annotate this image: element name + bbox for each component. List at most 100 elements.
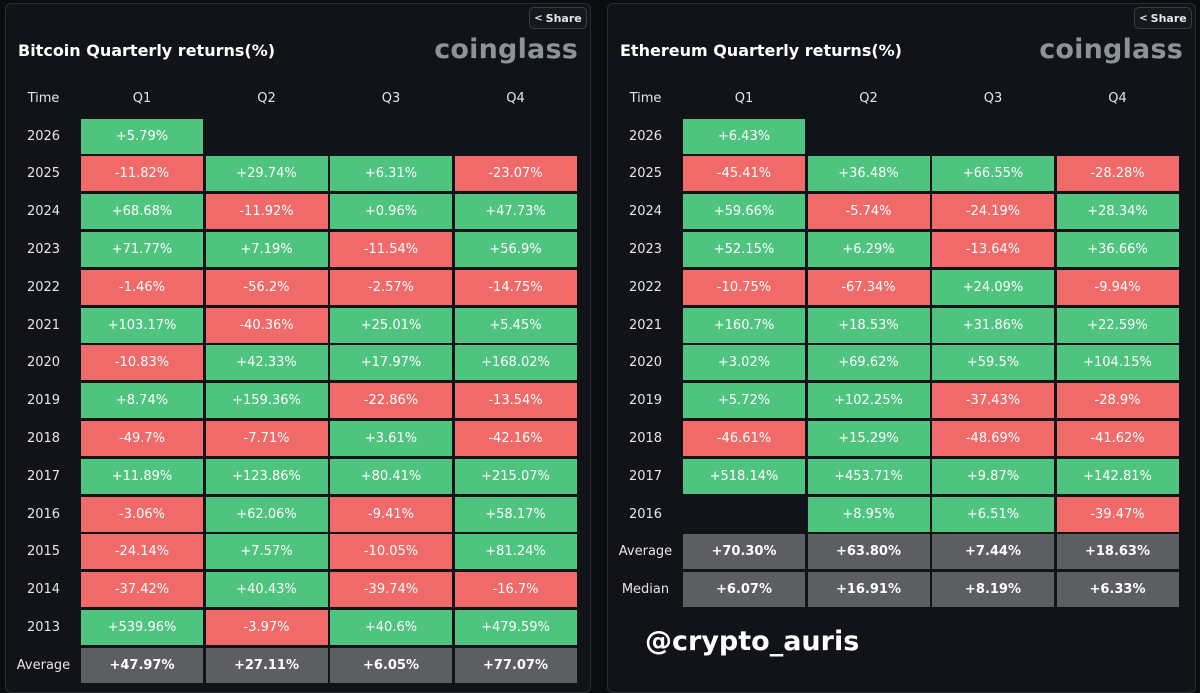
row-label: 2013 — [26, 619, 61, 635]
return-cell — [808, 119, 930, 154]
return-cell: +27.11% — [205, 647, 328, 683]
return-cell: -16.7% — [454, 572, 577, 608]
return-cell: +28.34% — [1056, 194, 1179, 230]
return-cell: -10.83% — [81, 345, 203, 381]
row-label: 2017 — [26, 468, 61, 484]
column-header-q4: Q4 — [1108, 91, 1127, 106]
return-cell: +7.19% — [205, 231, 328, 267]
return-cell — [683, 497, 805, 532]
return-cell: +5.72% — [683, 383, 805, 419]
return-cell: -13.64% — [932, 231, 1054, 267]
return-cell: +80.41% — [330, 458, 452, 494]
column-header-time: Time — [629, 91, 662, 106]
return-cell: -22.86% — [330, 383, 452, 419]
return-cell: +68.68% — [81, 194, 203, 230]
return-cell: +16.91% — [807, 572, 930, 608]
return-cell: +0.96% — [330, 194, 452, 230]
return-cell: +18.53% — [807, 307, 930, 343]
row-label: 2023 — [628, 241, 663, 257]
row-label: 2025 — [628, 166, 663, 182]
return-cell: +7.44% — [932, 534, 1054, 570]
row-label: 2019 — [26, 393, 61, 409]
row-label: 2020 — [628, 355, 663, 371]
return-cell: +9.87% — [932, 458, 1054, 494]
return-cell: +123.86% — [205, 458, 328, 494]
column-header-q2: Q2 — [859, 91, 878, 106]
return-cell: +168.02% — [454, 345, 577, 381]
return-cell: -14.75% — [454, 269, 577, 305]
return-cell: +40.6% — [330, 609, 452, 645]
return-cell: -9.94% — [1056, 269, 1179, 305]
return-cell: +69.62% — [807, 345, 930, 381]
return-cell: +40.43% — [205, 572, 328, 608]
share-icon: < — [534, 12, 543, 24]
row-label: Average — [618, 544, 673, 560]
return-cell: +479.59% — [454, 609, 577, 645]
return-cell: -39.74% — [330, 572, 452, 608]
row-label: 2022 — [628, 279, 663, 295]
return-cell: +47.73% — [454, 194, 577, 230]
return-cell: +6.33% — [1056, 572, 1179, 608]
return-cell: +59.5% — [932, 345, 1054, 381]
return-cell: +36.66% — [1056, 231, 1179, 267]
return-cell: -37.43% — [932, 383, 1054, 419]
return-cell: -10.05% — [330, 534, 452, 570]
return-cell: +159.36% — [205, 383, 328, 419]
share-button[interactable]: < Share — [529, 7, 587, 29]
return-cell: +63.80% — [807, 534, 930, 570]
ethereum-returns-panel: < Share Ethereum Quarterly returns(%) co… — [607, 3, 1196, 693]
return-cell: +142.81% — [1056, 458, 1179, 494]
return-cell: +24.09% — [932, 269, 1054, 305]
return-cell: +25.01% — [330, 307, 452, 343]
returns-table: Time Q1 Q2 Q3 Q4 2026 +6.43% 2025 -45.41% +36.48%… — [608, 4, 1195, 692]
return-cell: -2.57% — [330, 269, 452, 305]
return-cell: +453.71% — [807, 458, 930, 494]
return-cell: +3.02% — [683, 345, 805, 381]
column-header-q3: Q3 — [381, 91, 401, 106]
return-cell: +8.19% — [932, 572, 1054, 608]
row-label: 2023 — [26, 241, 61, 257]
return-cell: -28.28% — [1056, 156, 1179, 192]
return-cell — [932, 119, 1054, 154]
return-cell: -23.07% — [454, 156, 577, 192]
row-label: 2016 — [628, 506, 663, 522]
return-cell: +6.29% — [807, 231, 930, 267]
share-label: Share — [1150, 11, 1187, 25]
return-cell: +8.95% — [807, 496, 930, 532]
return-cell: -37.42% — [81, 572, 203, 608]
return-cell: +160.7% — [683, 307, 805, 343]
return-cell: +5.45% — [454, 307, 577, 343]
return-cell: +6.07% — [683, 572, 805, 608]
row-label: 2021 — [628, 317, 663, 333]
returns-table: Time Q1 Q2 Q3 Q4 2026 +5.79% 2025 -11.82% +29.74%… — [6, 4, 590, 692]
return-cell: +103.17% — [81, 307, 203, 343]
watermark-handle: @crypto_auris — [645, 626, 860, 657]
row-label: Average — [16, 657, 71, 673]
return-cell: +11.89% — [81, 458, 203, 494]
row-label: 2026 — [628, 128, 663, 144]
column-header-q1: Q1 — [132, 91, 152, 106]
return-cell: +18.63% — [1056, 534, 1179, 570]
return-cell: +52.15% — [683, 231, 805, 267]
panel-title: Bitcoin Quarterly returns(%) — [18, 41, 276, 60]
row-label: 2019 — [628, 393, 663, 409]
return-cell: -7.71% — [205, 420, 328, 456]
column-header-q3: Q3 — [983, 91, 1003, 106]
row-label: 2022 — [26, 279, 61, 295]
row-label: 2024 — [628, 204, 663, 220]
share-button[interactable]: < Share — [1134, 7, 1192, 29]
return-cell: -28.9% — [1056, 383, 1179, 419]
return-cell: -13.54% — [454, 383, 577, 419]
return-cell: +58.17% — [454, 496, 577, 532]
return-cell: +81.24% — [454, 534, 577, 570]
column-header-q1: Q1 — [734, 91, 754, 106]
return-cell: +62.06% — [205, 496, 328, 532]
row-label: 2017 — [628, 468, 663, 484]
return-cell — [206, 119, 328, 154]
return-cell — [455, 119, 577, 154]
return-cell: -3.97% — [205, 609, 328, 645]
row-label: 2024 — [26, 204, 61, 220]
row-label: 2018 — [26, 430, 61, 446]
return-cell: +6.51% — [932, 496, 1054, 532]
return-cell: -49.7% — [81, 420, 203, 456]
